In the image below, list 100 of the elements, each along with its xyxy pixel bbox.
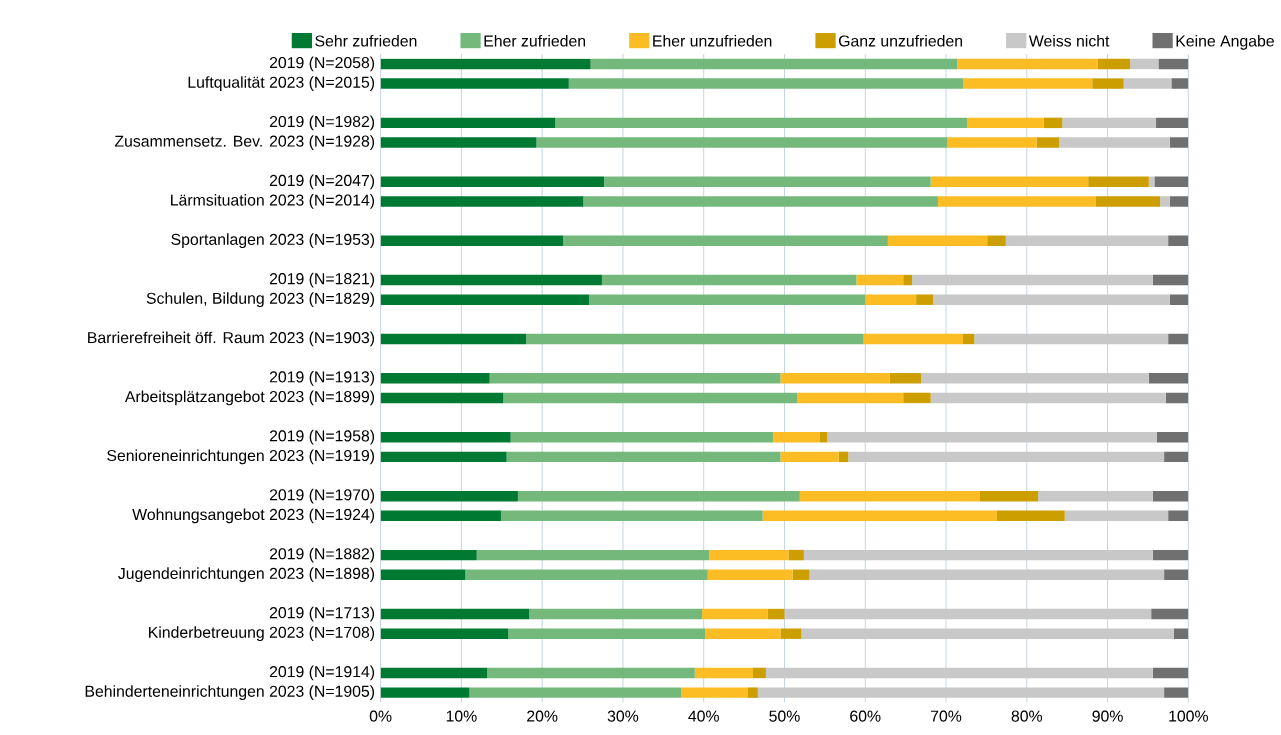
bar <box>962 78 1093 89</box>
bar <box>589 294 866 306</box>
y-tick-label: 2019 (N=1982) <box>269 115 375 131</box>
y-tick-label: Sportanlagen 2023 (N=1953) <box>171 233 375 249</box>
bar <box>506 451 781 463</box>
y-tick-label: 2019 (N=1882) <box>269 547 375 563</box>
bar <box>702 609 768 620</box>
bar <box>380 569 466 581</box>
bar <box>1038 491 1153 502</box>
bar <box>508 628 706 640</box>
bar <box>536 137 948 148</box>
bar <box>465 569 708 581</box>
bar <box>583 196 938 207</box>
bar <box>916 294 934 306</box>
y-tick-label: Jugendeinrichtungen 2023 (N=1898) <box>118 567 375 583</box>
y-tick-label: Luftqualität 2023 (N=2015) <box>188 76 375 92</box>
bar <box>1097 58 1131 70</box>
bar <box>529 609 703 620</box>
bar <box>799 491 980 502</box>
y-tick-label: Zusammensetz. Bev. 2023 (N=1928) <box>114 135 375 151</box>
x-tick-label: 40% <box>688 710 719 722</box>
bar <box>920 373 1149 384</box>
y-tick-label: Kinderbetreuung 2023 (N=1708) <box>149 626 375 642</box>
bar <box>380 687 470 699</box>
bar <box>903 392 931 404</box>
bar <box>848 451 1165 463</box>
x-tick-label: 80% <box>1011 710 1043 722</box>
y-tick-label: 2019 (N=1913) <box>269 371 375 386</box>
x-tick-label: 10% <box>446 710 477 722</box>
legend-label: Sehr zufrieden <box>315 35 417 47</box>
bar <box>1169 137 1189 148</box>
bar <box>1168 510 1189 522</box>
bar <box>1148 373 1189 384</box>
legend-label: Eher zufrieden <box>484 35 586 47</box>
bar <box>1036 137 1060 148</box>
bar <box>1171 78 1189 89</box>
bar <box>1169 196 1189 207</box>
bar <box>500 510 763 522</box>
bar <box>1152 491 1189 502</box>
bar <box>962 333 975 345</box>
bar <box>979 491 1039 502</box>
bar <box>797 392 904 404</box>
bar <box>510 432 774 443</box>
bar <box>987 235 1006 247</box>
bar <box>380 117 556 129</box>
bar <box>780 373 890 384</box>
bar <box>1095 196 1161 207</box>
bar <box>380 510 501 522</box>
bar <box>380 137 537 148</box>
bar <box>856 275 904 286</box>
bar <box>380 609 530 620</box>
bar <box>820 432 828 443</box>
y-tick-label: 2019 (N=2047) <box>269 174 375 190</box>
bar <box>1164 569 1189 581</box>
bar <box>757 687 1165 699</box>
bar <box>767 609 785 620</box>
bar <box>476 550 710 561</box>
bar <box>827 432 1157 443</box>
bar <box>563 235 888 247</box>
bar <box>1164 687 1189 699</box>
bar <box>1156 432 1189 443</box>
bar <box>1088 176 1149 188</box>
bar <box>747 687 758 699</box>
bar <box>780 628 802 640</box>
bar <box>705 628 781 640</box>
x-tick-label: 90% <box>1092 710 1123 722</box>
y-tick-label: 2019 (N=1821) <box>269 272 375 288</box>
bar <box>1154 176 1189 188</box>
bar <box>568 78 963 89</box>
bar <box>752 667 766 679</box>
bar <box>526 333 864 345</box>
bar <box>555 117 968 129</box>
bar <box>1062 117 1157 129</box>
bar <box>1123 78 1172 89</box>
legend-label: Eher unzufrieden <box>653 35 772 47</box>
legend-label: Keine Angabe <box>1176 35 1274 50</box>
bar <box>380 275 602 286</box>
bar <box>380 628 509 640</box>
bar <box>1164 451 1189 463</box>
x-tick-label: 50% <box>769 710 800 722</box>
bar <box>380 392 504 404</box>
bar <box>1064 510 1169 522</box>
bar <box>380 491 518 502</box>
y-tick-label: Lärmsituation 2023 (N=2014) <box>171 194 375 210</box>
y-tick-label: Senioreneinrichtungen 2023 (N=1919) <box>107 449 375 465</box>
bar <box>865 294 917 306</box>
bar <box>1160 196 1170 207</box>
bar <box>889 373 921 384</box>
y-tick-label: 2019 (N=2058) <box>269 56 375 72</box>
bar <box>709 550 789 561</box>
bar <box>1043 117 1063 129</box>
bar <box>937 196 1096 207</box>
bar <box>1156 117 1189 129</box>
bar <box>1158 58 1189 70</box>
bar <box>803 550 1153 561</box>
bar <box>762 510 997 522</box>
x-tick-label: 0% <box>369 710 392 722</box>
y-tick-label: Barrierefreiheit öff. Raum 2023 (N=1903) <box>88 331 375 347</box>
bar <box>489 373 781 384</box>
bar <box>1168 235 1189 247</box>
